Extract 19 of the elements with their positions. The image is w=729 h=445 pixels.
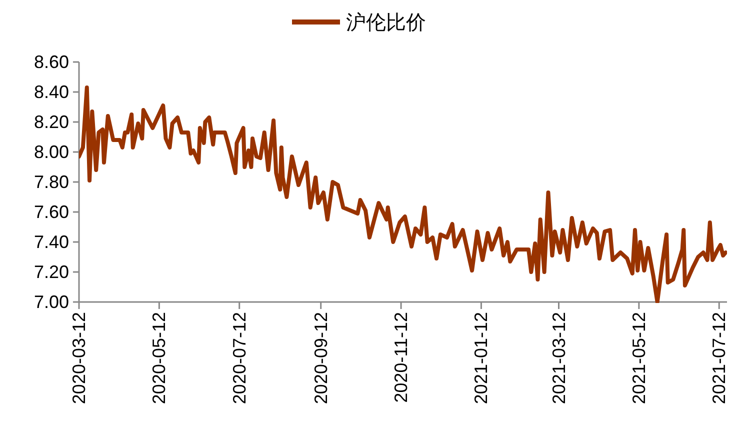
y-tick-label: 8.60 <box>34 52 69 72</box>
y-tick-label: 7.20 <box>34 262 69 282</box>
x-tick-label: 2021-03-12 <box>548 312 569 404</box>
y-tick-label: 8.40 <box>34 82 69 102</box>
y-tick-label: 8.00 <box>34 142 69 162</box>
y-tick-label: 8.20 <box>34 112 69 132</box>
x-tick-label: 2021-01-12 <box>471 312 492 404</box>
x-tick-label: 2020-05-12 <box>149 312 170 404</box>
x-tick-label: 2020-11-12 <box>391 312 412 403</box>
x-tick-label: 2020-09-12 <box>310 312 331 404</box>
y-tick-label: 7.80 <box>34 172 69 192</box>
x-tick-label: 2021-07-12 <box>709 312 729 404</box>
y-tick-label: 7.00 <box>34 292 69 312</box>
y-tick-label: 7.60 <box>34 202 69 222</box>
x-tick-label: 2020-03-12 <box>69 312 89 404</box>
x-tick-label: 2021-05-12 <box>628 312 649 404</box>
y-tick-label: 7.40 <box>34 232 69 252</box>
legend-label: 沪伦比价 <box>346 11 426 34</box>
x-tick-label: 2020-07-12 <box>229 312 250 404</box>
